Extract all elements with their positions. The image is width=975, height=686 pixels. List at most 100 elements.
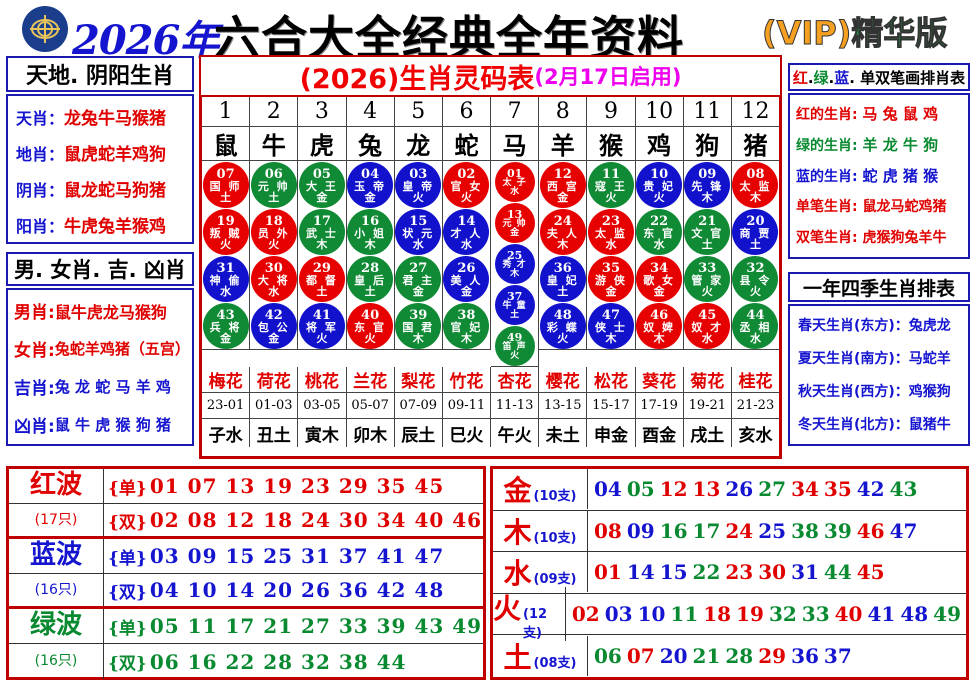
number-ball[interactable]: 32 县 令火 — [732, 256, 779, 302]
element-number: 34 — [791, 477, 819, 502]
wave-row: 红波 {单} 01 07 13 19 23 29 35 45 — [9, 469, 483, 504]
number-ball[interactable]: 05 大 王金 — [298, 162, 345, 208]
wave-table: 红波 {单} 01 07 13 19 23 29 35 45 (17只) {双} 02 0… — [6, 466, 486, 680]
number-ball[interactable]: 13 元 帅金 — [494, 203, 535, 243]
ball-title: 东 官 — [354, 320, 387, 334]
ball-number: 34 — [650, 260, 669, 276]
number-ball[interactable]: 23 太 监水 — [587, 209, 634, 255]
number-ball[interactable]: 37 牛 童土 — [494, 285, 535, 325]
ball-number: 12 — [553, 166, 572, 182]
ball-number: 39 — [409, 307, 428, 323]
element-number: 32 — [768, 602, 797, 627]
header-segment: 蓝 — [834, 68, 850, 87]
element-count: (10支) — [533, 530, 577, 546]
number-ball[interactable]: 33 管 家火 — [684, 256, 731, 302]
element-char: 金 — [503, 474, 532, 508]
wave-numbers: 04 10 14 20 26 36 42 48 — [149, 578, 445, 602]
ball-title: 元 帅 — [257, 179, 290, 193]
left-panel-block-2: 男肖: 鼠牛虎龙马猴狗 女肖: 兔蛇羊鸡猪（五宫） 吉肖: 兔 龙 蛇 马 羊 … — [6, 288, 194, 446]
flower-cell: 兰花 — [346, 367, 395, 393]
number-ball[interactable]: 40 东 官火 — [347, 303, 394, 349]
number-ball[interactable]: 03 皇 帝火 — [395, 162, 442, 208]
number-ball[interactable]: 02 官 女火 — [443, 162, 490, 208]
number-ball[interactable]: 20 商 贾土 — [732, 209, 779, 255]
element-number: 16 — [659, 518, 688, 543]
column-index-cell: 7 — [491, 97, 540, 127]
number-ball[interactable]: 19 叛 贼火 — [202, 209, 249, 255]
number-ball[interactable]: 41 将 军火 — [298, 303, 345, 349]
ball-element: 木 — [605, 331, 617, 345]
number-ball[interactable]: 21 文 官土 — [684, 209, 731, 255]
list-item: 男肖: 鼠牛虎龙马猴狗 — [14, 302, 167, 324]
time-cell: 03-05 — [298, 393, 347, 419]
element-number: 37 — [823, 644, 852, 669]
ball-title: 武 士 — [306, 226, 338, 240]
number-ball[interactable]: 39 国 君木 — [395, 303, 442, 349]
number-ball[interactable]: 48 彩 蝶火 — [539, 303, 586, 349]
parity-tag: {双} — [108, 512, 147, 533]
ball-title: 将 军 — [306, 320, 338, 334]
element-number: 35 — [823, 477, 852, 502]
number-ball[interactable]: 09 先 锋木 — [684, 162, 731, 208]
number-ball[interactable]: 17 武 士木 — [298, 209, 345, 255]
element-number: 12 — [659, 477, 688, 502]
element-number: 27 — [758, 477, 787, 502]
number-ball[interactable]: 14 才 人水 — [443, 209, 490, 255]
number-ball[interactable]: 30 大 将水 — [250, 256, 297, 302]
number-ball[interactable]: 36 皇 妃土 — [539, 256, 586, 302]
number-ball[interactable]: 44 丞 相水 — [732, 303, 779, 349]
page-header: 2026年 六合大全经典全年资料 (VIP)精华版 — [0, 0, 975, 65]
number-ball[interactable]: 28 皇 后土 — [347, 256, 394, 302]
ball-title: 夫 人 — [546, 226, 579, 240]
number-ball[interactable]: 04 玉 帝金 — [347, 162, 394, 208]
number-ball[interactable]: 24 夫 人木 — [539, 209, 586, 255]
number-ball[interactable]: 35 游 侠金 — [587, 256, 634, 302]
ball-number: 06 — [264, 166, 283, 182]
right-panel-block-2: 春天生肖(东方)：兔虎龙 夏天生肖(南方)：马蛇羊 秋天生肖(西方)：鸡猴狗 冬… — [788, 304, 970, 446]
animal-cell: 狗 — [683, 127, 732, 161]
number-ball[interactable]: 38 官 妃木 — [443, 303, 490, 349]
number-ball[interactable]: 10 贵 妃火 — [636, 162, 683, 208]
element-char: 水 — [503, 557, 532, 591]
number-ball[interactable]: 11 寇 王火 — [587, 162, 634, 208]
number-ball[interactable]: 43 兵 将金 — [202, 303, 249, 349]
number-ball[interactable]: 47 侠 士木 — [587, 303, 634, 349]
number-ball[interactable]: 49 笛 声火 — [494, 326, 535, 366]
stem-cell: 戌土 — [684, 419, 732, 447]
ball-number: 44 — [746, 307, 765, 323]
ball-number: 07 — [216, 166, 235, 182]
element-table: 金 (10支) 04 05 12 13 26 27 34 35 42 43 木 (10支) 08 09 16 17… — [490, 466, 969, 680]
ball-element: 金 — [460, 284, 472, 298]
number-ball[interactable]: 18 员 外火 — [250, 209, 297, 255]
zodiac-column: 01 太 子水 13 元 帅金 25 秀 才木 37 牛 童土 49 笛 声火 — [491, 161, 540, 367]
number-ball[interactable]: 07 国 师土 — [202, 162, 249, 208]
number-ball[interactable]: 27 君 主金 — [395, 256, 442, 302]
number-ball[interactable]: 15 状 元水 — [395, 209, 442, 255]
ball-element: 土 — [268, 190, 280, 204]
element-number: 18 — [703, 602, 732, 627]
ball-title: 兵 将 — [209, 320, 242, 334]
wave-numbers-cell: {单} 03 09 15 25 31 37 41 47 — [104, 539, 483, 573]
element-number: 08 — [594, 518, 622, 543]
number-ball[interactable]: 25 秀 才木 — [494, 244, 535, 284]
element-number: 41 — [867, 602, 896, 627]
number-ball[interactable]: 01 太 子水 — [494, 162, 535, 202]
number-ball[interactable]: 08 太 监木 — [732, 162, 779, 208]
number-ball[interactable]: 45 奴 才水 — [684, 303, 731, 349]
number-ball[interactable]: 16 小 姐木 — [347, 209, 394, 255]
ball-number: 43 — [216, 307, 235, 323]
ball-title: 寇 王 — [595, 179, 627, 193]
number-ball[interactable]: 34 歌 女金 — [636, 256, 683, 302]
column-index-cell: 12 — [731, 97, 780, 127]
number-ball[interactable]: 42 包 公金 — [250, 303, 297, 349]
number-ball[interactable]: 12 西 宫金 — [539, 162, 586, 208]
number-ball[interactable]: 46 奴 婢木 — [636, 303, 683, 349]
number-ball[interactable]: 22 东 官水 — [636, 209, 683, 255]
number-ball[interactable]: 29 都 督土 — [298, 256, 345, 302]
number-ball[interactable]: 06 元 帅土 — [250, 162, 297, 208]
number-ball[interactable]: 31 神 偷水 — [202, 256, 249, 302]
ball-element: 木 — [749, 190, 761, 204]
number-ball[interactable]: 26 美 人金 — [443, 256, 490, 302]
ball-number: 24 — [553, 213, 572, 229]
ball-title: 县 令 — [739, 273, 772, 287]
